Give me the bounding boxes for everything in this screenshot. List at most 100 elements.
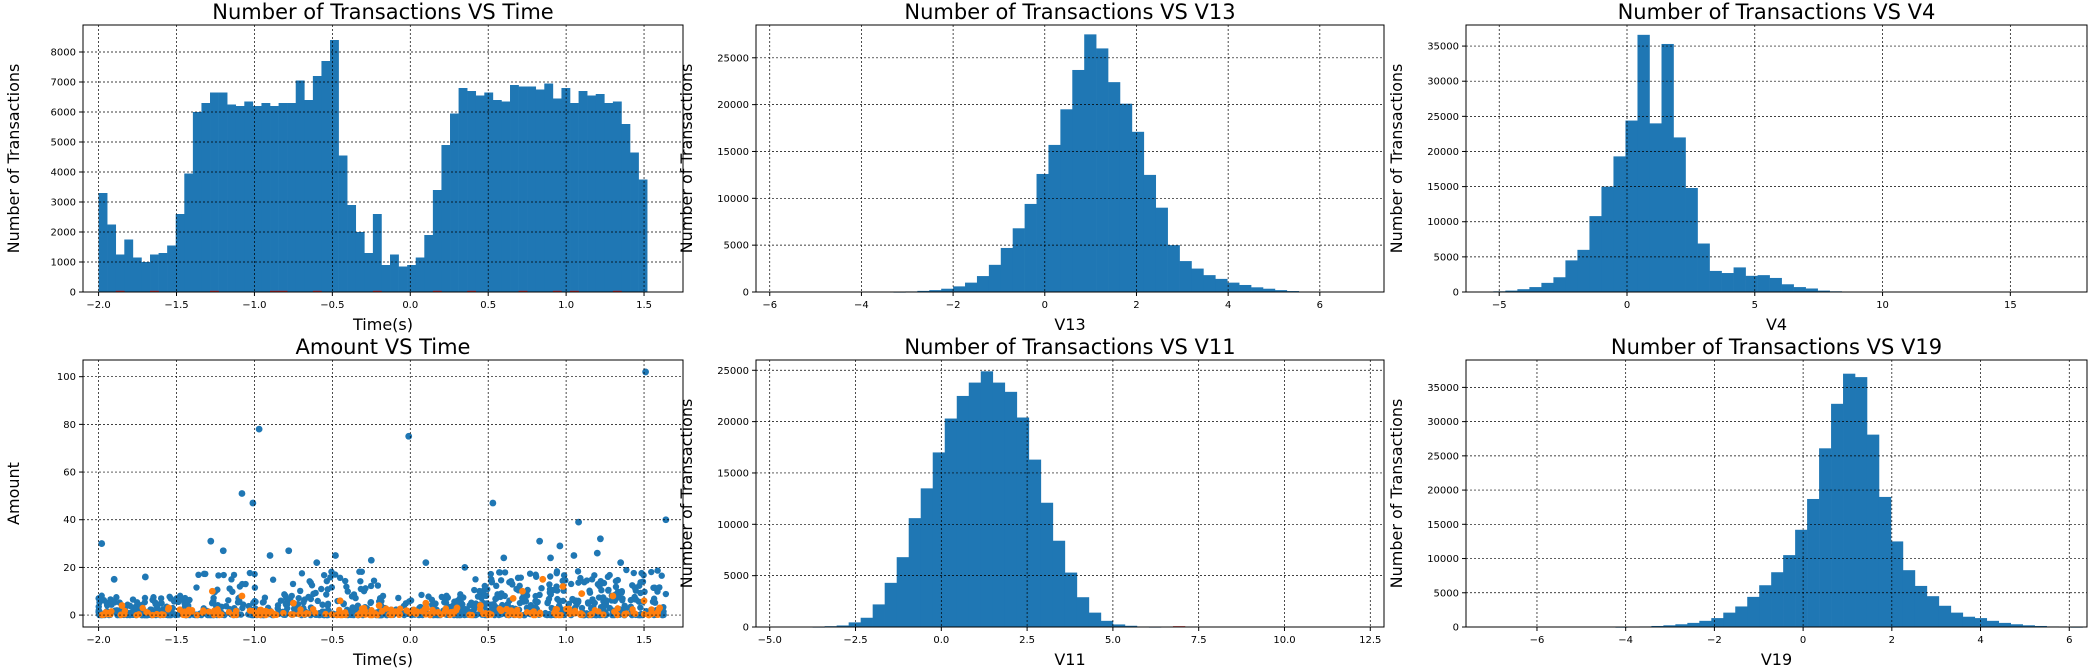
- x-tick-label: 1.5: [636, 300, 652, 311]
- y-tick-label: 100: [57, 372, 76, 383]
- histogram-bar: [544, 83, 554, 292]
- histogram-bar: [1203, 275, 1216, 292]
- scatter-point-orange: [257, 606, 265, 614]
- scatter-point-orange: [374, 611, 381, 619]
- scatter-point-orange: [193, 611, 201, 619]
- histogram-bar: [1843, 373, 1856, 627]
- histogram-bar: [848, 622, 861, 627]
- histogram-bar: [347, 205, 357, 292]
- histogram-bar: [1262, 288, 1276, 292]
- histogram-bar: [270, 106, 279, 292]
- scatter-point: [186, 596, 193, 604]
- x-tick-label: −0.5: [320, 300, 344, 311]
- scatter-point: [238, 490, 246, 497]
- scatter-point: [314, 597, 321, 605]
- scatter-point: [570, 552, 578, 559]
- scatter-point: [538, 584, 545, 592]
- histogram-bar: [1687, 622, 1700, 627]
- scatter-point: [295, 594, 302, 602]
- histogram-bar: [1649, 123, 1662, 292]
- x-tick-label: 10.0: [1273, 635, 1295, 646]
- scatter-point: [251, 584, 259, 591]
- x-tick-label: 0.0: [933, 635, 949, 646]
- scatter-point: [471, 586, 478, 594]
- scatter-point-orange: [185, 606, 193, 613]
- histogram-bar: [1227, 282, 1240, 292]
- histogram-bar: [1735, 606, 1748, 627]
- scatter-point: [606, 604, 613, 612]
- histogram-bar: [295, 80, 305, 292]
- histogram-bar: [390, 254, 399, 292]
- scatter-point: [565, 600, 573, 608]
- y-tick-label: 25000: [1427, 451, 1459, 462]
- histogram-bar: [150, 290, 159, 292]
- histogram-bar: [1064, 572, 1078, 627]
- y-tick-label: 7000: [51, 78, 76, 89]
- scatter-point: [662, 516, 670, 524]
- scatter-point: [285, 547, 293, 555]
- histogram-bar: [872, 604, 885, 627]
- scatter-point-orange: [358, 605, 366, 612]
- histogram-bar: [1048, 144, 1061, 292]
- chart-title: Number of Transactions VS Time: [212, 0, 553, 24]
- histogram-bar: [167, 245, 177, 292]
- scatter-point: [612, 583, 620, 591]
- scatter-point: [282, 601, 290, 608]
- histogram-bar: [1723, 612, 1736, 627]
- scatter-point: [575, 579, 582, 586]
- histogram-bar: [278, 103, 288, 292]
- histogram-bar: [1024, 203, 1037, 292]
- scatter-point: [350, 591, 358, 598]
- scatter-point: [574, 568, 582, 575]
- scatter-point: [617, 559, 625, 567]
- scatter-point: [546, 581, 553, 588]
- scatter-point: [542, 611, 549, 618]
- histogram-bar: [1589, 216, 1602, 292]
- scatter-point-orange: [422, 599, 430, 607]
- y-tick-label: 35000: [1427, 42, 1459, 53]
- scatter-point: [487, 570, 494, 578]
- scatter-point: [269, 576, 277, 583]
- y-axis-label: Amount: [4, 462, 23, 525]
- histogram-bar: [2010, 624, 2023, 627]
- scatter-point: [637, 604, 644, 611]
- scatter-point-orange: [486, 610, 493, 617]
- scatter-point: [327, 574, 334, 581]
- scatter-point: [281, 591, 288, 598]
- histogram-bar: [501, 101, 511, 292]
- y-tick-label: 0: [1453, 623, 1459, 634]
- scatter-point-orange: [290, 611, 297, 618]
- scatter-point-orange: [591, 607, 599, 614]
- scatter-point: [349, 604, 356, 611]
- chart-title: Amount VS Time: [296, 335, 471, 359]
- histogram-bar: [141, 262, 151, 292]
- x-tick-label: 1.5: [636, 635, 652, 646]
- scatter-point-orange: [509, 594, 517, 602]
- y-tick-label: 20000: [717, 417, 749, 428]
- histogram-bar: [518, 290, 528, 292]
- scatter-point-orange: [362, 611, 369, 618]
- scatter-point: [176, 592, 184, 600]
- histogram-bar: [896, 557, 910, 627]
- scatter-point: [501, 569, 509, 576]
- scatter-point: [261, 594, 269, 601]
- scatter-point: [516, 582, 523, 590]
- x-tick-label: −2: [1707, 635, 1722, 646]
- y-tick-label: 35000: [1427, 383, 1459, 394]
- histogram-bar: [1831, 403, 1844, 627]
- y-tick-label: 20000: [1427, 486, 1459, 497]
- scatter-point: [305, 593, 312, 601]
- scatter-point: [150, 594, 157, 601]
- x-tick-label: −5: [1492, 300, 1507, 311]
- scatter-point: [471, 601, 479, 609]
- scatter-point-orange: [139, 604, 146, 612]
- histogram-bar: [587, 95, 597, 292]
- y-tick-label: 15000: [717, 147, 749, 158]
- scatter-point: [556, 542, 564, 550]
- histogram-bar: [1076, 597, 1090, 627]
- scatter-point: [208, 600, 216, 607]
- y-tick-label: 30000: [1427, 77, 1459, 88]
- scatter-point: [618, 589, 625, 596]
- histogram-bar: [920, 488, 934, 627]
- scatter-point: [100, 596, 108, 604]
